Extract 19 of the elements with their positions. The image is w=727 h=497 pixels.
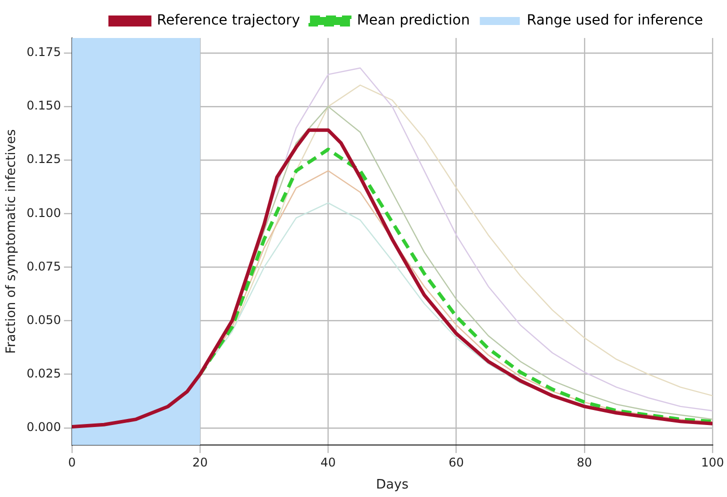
y-tick-label: 0.100 (26, 206, 61, 220)
y-tick-label: 0.050 (26, 312, 61, 327)
x-tick-label: 60 (448, 455, 464, 470)
x-tick-label: 0 (68, 455, 76, 470)
y-axis-title: Fraction of symptomatic infectives (4, 129, 20, 354)
y-tick-label: 0.025 (26, 366, 61, 380)
x-tick-label: 100 (701, 455, 724, 470)
x-tick-label: 40 (320, 455, 336, 470)
y-tick-label: 0.150 (26, 98, 61, 113)
legend-label: Reference trajectory (156, 12, 300, 29)
legend-label: Range used for inference (526, 12, 704, 29)
y-tick-label: 0.000 (26, 420, 61, 434)
x-axis-title: Days (376, 478, 409, 493)
y-tick-label: 0.075 (26, 259, 61, 274)
legend-label: Mean prediction (356, 12, 470, 29)
y-tick-label: 0.175 (26, 45, 61, 60)
y-tick-label: 0.125 (26, 152, 61, 166)
x-tick-label: 20 (192, 455, 208, 470)
x-tick-label: 80 (576, 455, 592, 470)
